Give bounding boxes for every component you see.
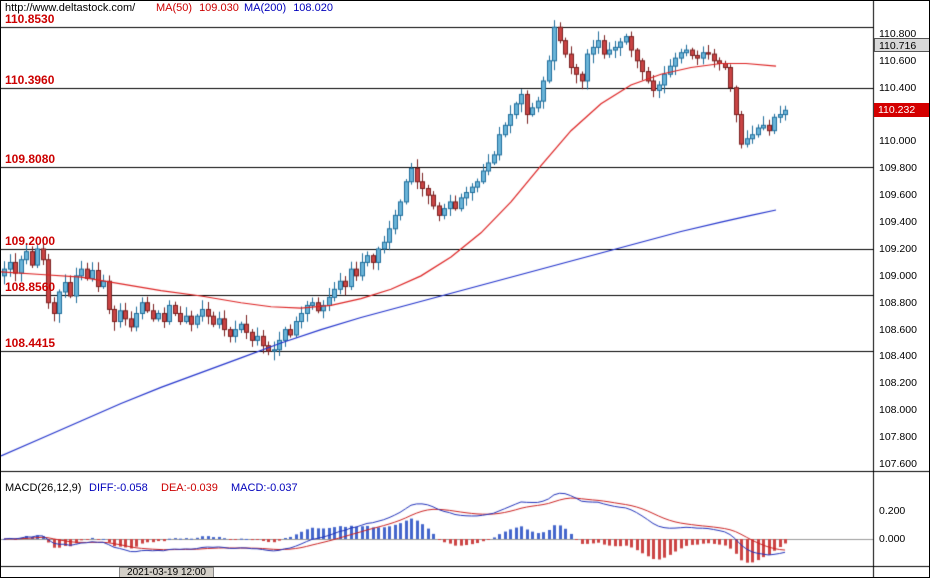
macd-dea-readout: DEA:-0.039 — [161, 482, 218, 494]
ma50-legend: MA(50) 109.030 — [156, 2, 239, 14]
macd-hist-readout: MACD:-0.037 — [231, 482, 298, 494]
ma200-label: MA(200) — [244, 2, 287, 14]
ma50-label: MA(50) — [156, 2, 193, 14]
macd-indicator-label: MACD(26,12,9) — [5, 482, 82, 494]
macd-diff-readout: DIFF:-0.058 — [89, 482, 148, 494]
time-axis-date-label: 2021-03-19 12:00 — [119, 567, 214, 577]
ma200-legend: MA(200) 108.020 — [244, 2, 333, 14]
ma200-value: 108.020 — [293, 2, 333, 14]
source-url: http://www.deltastock.com/ — [5, 2, 136, 14]
ma50-value: 109.030 — [199, 2, 239, 14]
